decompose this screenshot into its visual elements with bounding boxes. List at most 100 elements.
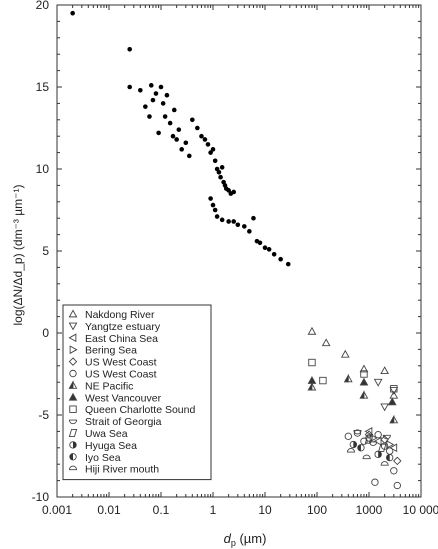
- data-point: [369, 433, 378, 443]
- legend-label: Yangtze estuary: [85, 321, 161, 333]
- data-point: [278, 256, 283, 262]
- data-point-shape: [202, 137, 208, 142]
- data-point: [219, 217, 225, 223]
- data-point: [360, 370, 368, 378]
- data-point: [242, 224, 247, 229]
- data-marks: [70, 10, 402, 490]
- data-point: [174, 137, 179, 142]
- data-point-shape: [364, 430, 374, 439]
- data-point: [389, 414, 399, 424]
- data-point-shape: [346, 448, 356, 453]
- data-point-shape: [138, 87, 143, 93]
- data-point: [216, 169, 222, 175]
- data-point: [386, 453, 394, 462]
- legend-marker: [68, 322, 78, 331]
- data-point: [359, 377, 369, 386]
- data-point-shape: [308, 358, 316, 367]
- legend-marker-shape: [68, 465, 78, 471]
- data-point: [364, 430, 374, 439]
- data-point-shape: [170, 133, 176, 139]
- data-point-shape: [386, 440, 395, 449]
- data-point: [353, 429, 362, 435]
- data-point: [212, 207, 218, 213]
- legend-marker-shape: [68, 380, 74, 389]
- data-point: [210, 202, 216, 208]
- x-tick-label: 1000: [356, 503, 383, 517]
- data-point: [127, 46, 132, 52]
- data-point: [390, 385, 398, 393]
- data-point-shape: [242, 224, 247, 229]
- legend-marker: [68, 419, 78, 425]
- legend-marker: [68, 333, 77, 343]
- legend-box: [62, 304, 212, 481]
- legend-label: Iyo Sea: [85, 452, 121, 464]
- legend-marker-shape: [68, 322, 78, 331]
- legend-marker: [69, 405, 77, 413]
- x-tick-label: 10: [258, 503, 272, 517]
- legend-label: Bering Sea: [85, 345, 137, 357]
- data-point: [162, 114, 168, 119]
- data-point-shape: [199, 133, 204, 139]
- data-point-shape: [205, 142, 211, 147]
- data-point: [226, 188, 231, 193]
- data-point: [380, 403, 390, 412]
- data-point-shape: [195, 125, 200, 131]
- data-point: [214, 214, 220, 219]
- data-point-shape: [321, 338, 331, 347]
- data-point: [382, 434, 391, 440]
- legend-marker: [68, 357, 78, 366]
- data-point-shape: [285, 261, 291, 267]
- x-axis-label: dp (µm): [224, 531, 267, 548]
- data-point: [231, 189, 236, 195]
- data-point: [266, 247, 272, 252]
- data-point: [389, 387, 399, 395]
- data-point: [380, 461, 389, 466]
- data-point-shape: [179, 147, 184, 152]
- data-point-shape: [257, 240, 263, 246]
- y-tick-label: -5: [38, 408, 49, 422]
- data-point-shape: [160, 101, 166, 106]
- data-point: [344, 432, 352, 441]
- legend-label: Strait of Georgia: [85, 416, 162, 428]
- legend-marker: [69, 369, 77, 378]
- data-point: [164, 92, 170, 98]
- legend-marker-shape: [68, 428, 78, 438]
- data-point-shape: [212, 158, 218, 164]
- data-point-shape: [380, 461, 389, 466]
- data-point-shape: [307, 376, 317, 384]
- data-point: [202, 137, 208, 142]
- data-point: [70, 10, 75, 16]
- data-point: [218, 174, 223, 180]
- data-point: [257, 240, 263, 246]
- legend-label: Uwa Sea: [85, 428, 128, 440]
- data-point: [362, 454, 371, 460]
- data-point: [359, 364, 369, 373]
- data-point: [285, 261, 291, 267]
- data-point: [167, 120, 173, 126]
- data-point-shape: [162, 114, 168, 119]
- data-point-shape: [231, 189, 236, 195]
- legend-label: Queen Charlotte Sound: [85, 404, 195, 416]
- data-point: [319, 376, 327, 385]
- axes: 0.001 0.01 0.1 1 10 100 1000 10 000 -10 -5 0 5 10 15 2…: [32, 0, 438, 517]
- data-point: [150, 97, 156, 103]
- data-point: [176, 127, 182, 132]
- data-point-shape: [226, 219, 231, 224]
- data-point-shape: [389, 387, 399, 395]
- data-point: [195, 125, 200, 131]
- data-point-shape: [371, 478, 379, 486]
- data-point: [153, 91, 159, 96]
- data-point-shape: [364, 435, 374, 444]
- legend-marker-shape: [68, 357, 78, 366]
- legend-label: Hiji River mouth: [85, 464, 159, 476]
- data-point: [190, 117, 195, 123]
- legend-marker: [69, 345, 78, 355]
- y-tick-label: -10: [32, 490, 50, 504]
- data-point: [212, 158, 218, 164]
- data-point: [340, 349, 350, 358]
- data-point: [371, 478, 379, 486]
- data-point-shape: [359, 364, 369, 373]
- legend-marker-shape: [68, 419, 78, 425]
